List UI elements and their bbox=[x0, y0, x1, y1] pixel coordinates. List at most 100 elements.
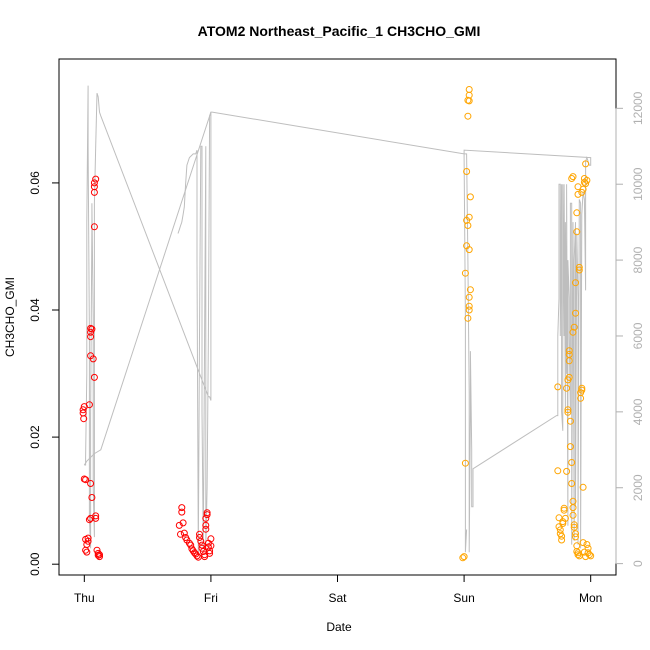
data-point-s1-39 bbox=[565, 373, 573, 381]
x-tick-label-1: Fri bbox=[204, 591, 218, 605]
data-point-s1-36 bbox=[564, 408, 572, 416]
altitude-line-1 bbox=[83, 111, 592, 553]
data-point-s0-44 bbox=[185, 539, 193, 547]
data-point-s1-68 bbox=[575, 266, 583, 274]
data-point-s1-25 bbox=[556, 526, 564, 534]
y2-tick-label-4: 8000 bbox=[631, 246, 645, 273]
x-axis-label: Date bbox=[326, 620, 352, 634]
data-point-s0-24 bbox=[90, 223, 98, 231]
altitude-line-0 bbox=[84, 85, 212, 553]
data-point-s1-57 bbox=[574, 551, 582, 559]
data-point-s1-22 bbox=[554, 467, 562, 475]
data-point-s0-5 bbox=[82, 476, 90, 484]
data-point-s1-6 bbox=[464, 222, 472, 229]
data-point-s1-1 bbox=[460, 553, 468, 561]
data-point-s1-72 bbox=[578, 384, 586, 392]
data-point-s1-8 bbox=[465, 246, 473, 254]
data-point-s0-64 bbox=[203, 509, 211, 517]
data-point-s1-51 bbox=[570, 523, 578, 531]
data-point-s1-35 bbox=[563, 467, 571, 475]
data-point-s1-79 bbox=[583, 176, 591, 184]
data-point-s0-59 bbox=[201, 553, 209, 561]
x-tick-label-2: Sat bbox=[328, 591, 347, 605]
x-tick-label-3: Sun bbox=[453, 591, 474, 605]
data-point-s0-26 bbox=[90, 183, 98, 191]
altitude-layer bbox=[83, 85, 592, 553]
data-point-s0-34 bbox=[96, 553, 103, 561]
data-point-s1-74 bbox=[579, 185, 587, 193]
data-point-s0-11 bbox=[84, 534, 92, 542]
data-point-s1-85 bbox=[579, 539, 587, 547]
data-point-s1-80 bbox=[583, 541, 591, 548]
data-point-s1-2 bbox=[461, 459, 469, 467]
data-point-s0-16 bbox=[85, 401, 93, 409]
data-point-s1-53 bbox=[572, 533, 579, 541]
data-point-s0-53 bbox=[196, 534, 203, 541]
y-tick-label-3: 0.06 bbox=[28, 171, 42, 195]
data-point-s1-90 bbox=[578, 188, 586, 196]
y2-tick-label-1: 2000 bbox=[631, 474, 645, 501]
data-point-s0-29 bbox=[92, 514, 100, 522]
data-point-s0-55 bbox=[198, 541, 206, 549]
data-point-s1-41 bbox=[565, 351, 573, 358]
data-point-s1-64 bbox=[573, 209, 581, 217]
data-point-s1-61 bbox=[572, 309, 579, 317]
x-tick-label-0: Thu bbox=[74, 591, 95, 605]
data-point-s1-67 bbox=[575, 263, 583, 271]
data-point-s0-18 bbox=[87, 328, 95, 336]
data-point-s0-63 bbox=[203, 511, 211, 519]
y-axis-label: CH3CHO_GMI bbox=[3, 277, 17, 357]
data-point-s1-65 bbox=[574, 190, 582, 198]
data-point-s0-3 bbox=[80, 415, 88, 423]
data-point-s1-12 bbox=[465, 293, 473, 301]
data-point-s0-23 bbox=[90, 373, 98, 381]
data-point-s1-60 bbox=[570, 323, 578, 331]
data-point-s1-78 bbox=[582, 160, 590, 168]
data-point-s0-20 bbox=[87, 333, 95, 341]
data-point-s0-9 bbox=[83, 548, 91, 556]
data-point-s0-30 bbox=[92, 512, 100, 520]
data-point-s0-14 bbox=[87, 480, 95, 487]
y2-tick-label-3: 6000 bbox=[631, 322, 645, 349]
data-point-s1-7 bbox=[465, 213, 473, 221]
data-point-s0-41 bbox=[180, 529, 188, 537]
y-tick-label-1: 0.02 bbox=[28, 425, 42, 449]
x-tick-label-4: Mon bbox=[579, 591, 602, 605]
data-point-s1-13 bbox=[466, 286, 474, 294]
data-point-s1-16 bbox=[464, 112, 472, 120]
data-point-s1-88 bbox=[568, 175, 576, 182]
data-point-s1-10 bbox=[465, 302, 473, 310]
data-point-s1-87 bbox=[582, 553, 590, 561]
data-point-s1-84 bbox=[587, 552, 595, 560]
y2-tick-label-6: 12000 bbox=[631, 91, 645, 125]
data-point-s1-45 bbox=[568, 459, 576, 466]
points-layer bbox=[79, 86, 595, 562]
plot-frame bbox=[58, 58, 617, 576]
data-point-s1-3 bbox=[461, 269, 469, 277]
data-point-s1-86 bbox=[580, 548, 588, 556]
y-tick-label-2: 0.04 bbox=[28, 298, 42, 322]
data-point-s1-59 bbox=[569, 328, 577, 336]
data-point-s1-11 bbox=[465, 306, 473, 314]
data-point-s1-14 bbox=[466, 193, 474, 201]
data-point-s1-50 bbox=[570, 521, 578, 529]
y2-tick-label-5: 10000 bbox=[631, 167, 645, 201]
data-point-s0-21 bbox=[88, 325, 96, 333]
data-point-s0-15 bbox=[88, 494, 96, 501]
data-point-s1-52 bbox=[572, 530, 579, 538]
data-point-s1-46 bbox=[568, 480, 576, 487]
data-point-s1-48 bbox=[569, 504, 577, 512]
data-point-s0-39 bbox=[178, 504, 186, 512]
data-point-s0-68 bbox=[206, 549, 214, 557]
data-point-s1-0 bbox=[459, 554, 467, 562]
data-point-s0-58 bbox=[201, 551, 209, 559]
data-point-s0-22 bbox=[89, 355, 97, 363]
data-point-s1-44 bbox=[566, 443, 574, 451]
data-point-s1-77 bbox=[582, 180, 590, 188]
data-point-s1-32 bbox=[560, 504, 568, 512]
chart-title: ATOM2 Northeast_Pacific_1 CH3CHO_GMI bbox=[198, 23, 481, 39]
data-point-s0-32 bbox=[94, 549, 102, 557]
data-point-s1-73 bbox=[579, 483, 587, 491]
data-point-s0-12 bbox=[85, 516, 93, 524]
